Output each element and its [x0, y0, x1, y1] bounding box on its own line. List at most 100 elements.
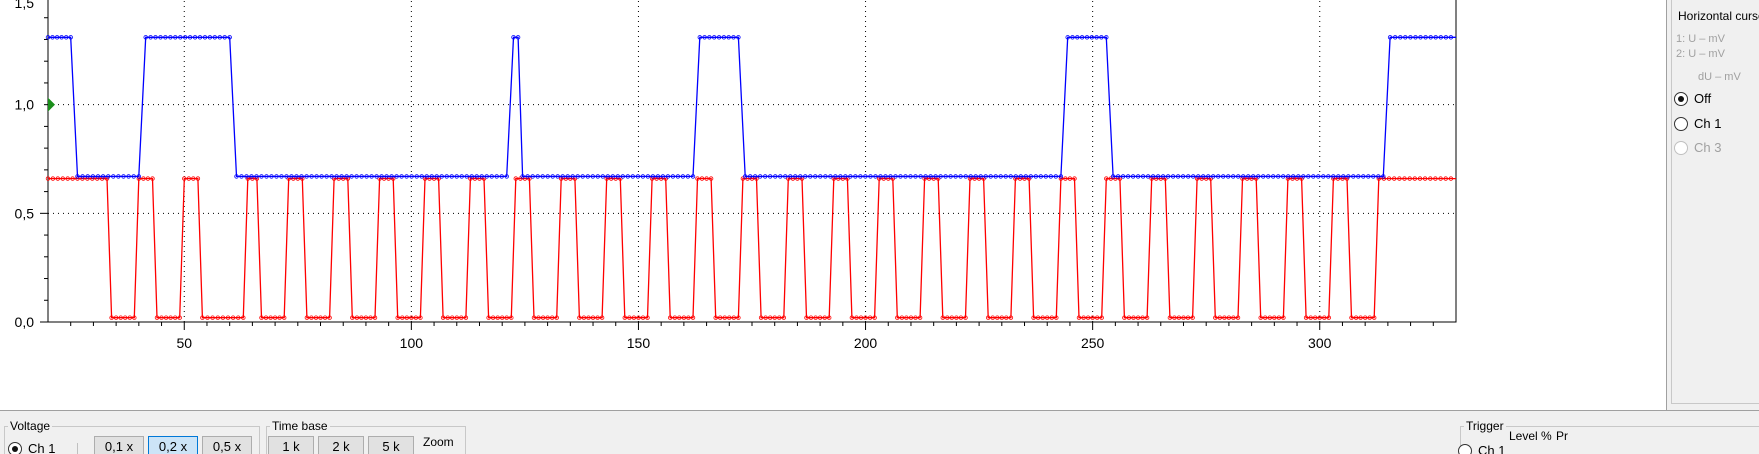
blue-signal-trace-sample-point [1033, 174, 1038, 179]
red-signal-trace-sample-point [1262, 315, 1268, 320]
blue-signal-trace-sample-point [1190, 174, 1196, 179]
plot-frame [47, 0, 1457, 323]
blue-signal-trace-sample-point [938, 174, 943, 179]
red-signal-trace-sample-point [813, 315, 818, 320]
scope-plot-area[interactable]: 50 100 150 200 250 300 0,0 0,5 1,0 1,5 [0, 0, 1666, 410]
red-signal-trace-sample-point [268, 315, 273, 320]
blue-signal-trace-sample-point [163, 35, 168, 40]
timebase-5k-button[interactable]: 5 k [368, 436, 414, 454]
voltage-0-1x-button[interactable]: 0,1 x [94, 436, 144, 454]
red-signal-trace-sample-point [550, 315, 555, 320]
radio-ch1-indicator[interactable] [1674, 116, 1688, 131]
red-signal-trace-sample-point [1181, 315, 1186, 320]
red-signal-trace-sample-point [758, 315, 764, 320]
trigger-level-marker-icon[interactable] [48, 97, 55, 112]
voltage-channel-indicator[interactable] [8, 441, 22, 454]
timebase-1k-button[interactable]: 1 k [268, 436, 314, 454]
blue-signal-trace-sample-point [540, 174, 545, 179]
blue-signal-trace-sample-point [484, 174, 489, 179]
red-signal-trace-sample-point [1213, 315, 1218, 320]
blue-signal-trace-sample-point [369, 174, 374, 179]
blue-signal-trace-sample-point [178, 35, 183, 40]
radio-ch1[interactable]: Ch 1 [1674, 116, 1721, 131]
trigger-channel-indicator[interactable] [1458, 443, 1472, 454]
blue-signal-trace-sample-point [973, 174, 978, 179]
radio-off-indicator[interactable] [1674, 91, 1688, 106]
blue-signal-trace-sample-point [660, 174, 666, 179]
red-signal-trace-sample-point [113, 315, 119, 320]
blue-signal-trace-sample-point [535, 174, 540, 179]
blue-signal-trace-sample-point [349, 174, 354, 179]
blue-signal-trace-sample-point [1326, 174, 1331, 179]
blue-signal-trace-sample-point [187, 35, 193, 40]
red-signal-trace-sample-point [277, 315, 282, 320]
red-signal-trace-sample-point [1231, 315, 1236, 320]
trigger-channel-radio[interactable]: Ch 1 [1458, 443, 1505, 454]
blue-signal-trace-sample-point [595, 174, 600, 179]
voltage-0-5x-button[interactable]: 0,5 x [202, 436, 252, 454]
blue-signal-trace-sample-point [202, 35, 208, 40]
blue-signal-trace-sample-point [1160, 174, 1166, 179]
blue-signal-trace-sample-point [1165, 174, 1171, 179]
level-partial-label: Pr [1556, 429, 1568, 443]
blue-signal-trace-sample-point [75, 174, 80, 179]
blue-signal-trace-sample-point [736, 35, 741, 40]
blue-signal-trace-sample-point [414, 174, 419, 179]
radio-ch3-label: Ch 3 [1694, 140, 1722, 155]
red-signal-trace-sample-point [1122, 315, 1127, 320]
red-signal-trace-sample-point [1433, 176, 1438, 181]
blue-signal-trace-sample-point [763, 174, 768, 179]
blue-signal-trace-sample-point [1070, 35, 1075, 40]
red-signal-trace-sample-point [263, 315, 269, 320]
red-signal-trace-sample-point [672, 315, 677, 320]
scope-graph[interactable]: 50 100 150 200 250 300 0,0 0,5 1,0 1,5 [0, 0, 1666, 410]
blue-signal-trace-sample-point [600, 174, 605, 179]
trigger-group [1460, 426, 1759, 454]
blue-signal-trace-sample-point [958, 174, 963, 179]
red-signal-trace-sample-point [1312, 315, 1318, 320]
timebase-2k-button[interactable]: 2 k [318, 436, 364, 454]
blue-signal-trace-sample-point [530, 174, 535, 179]
red-signal-trace-sample-point [1067, 176, 1073, 181]
red-signal-trace-sample-point [400, 315, 405, 320]
red-signal-trace-sample-point [640, 315, 646, 320]
blue-signal-trace-sample-point [515, 35, 521, 40]
red-signal-trace-sample-point [220, 315, 226, 320]
blue-signal-trace-sample-point [419, 174, 424, 179]
red-signal-trace-sample-point [704, 176, 709, 181]
axis-ticks [40, 17, 1434, 330]
voltage-0-2x-button[interactable]: 0,2 x [148, 436, 198, 454]
red-signal-trace-sample-point [163, 315, 169, 320]
voltage-channel-radio[interactable]: Ch 1 [8, 441, 55, 454]
red-signal-trace-sample-point [1276, 315, 1282, 320]
blue-signal-trace-sample-point [712, 35, 717, 40]
red-signal-trace-sample-point [241, 315, 246, 320]
blue-signal-trace-sample-point [1311, 174, 1316, 179]
blue-signal-trace-sample-point [783, 174, 788, 179]
red-signal-trace-sample-point [627, 315, 632, 320]
red-signal-trace-sample-point [168, 315, 173, 320]
red-signal-trace-sample-point [1412, 176, 1417, 181]
blue-signal-trace-sample-point [259, 174, 264, 179]
red-signal-trace-sample-point [1090, 315, 1095, 320]
x-tick-label: 250 [1081, 335, 1105, 351]
voltage-group [4, 426, 260, 454]
blue-signal-trace-sample-point [244, 174, 249, 179]
y-tick-label: 0,5 [15, 205, 35, 221]
delta-u-readout: dU – mV [1698, 71, 1741, 83]
blue-signal-trace-sample-point [85, 174, 90, 179]
radio-off[interactable]: Off [1674, 91, 1711, 106]
red-signal-trace-sample-point [1099, 315, 1104, 320]
red-signal-trace-sample-point [545, 315, 550, 320]
blue-signal-trace-sample-point [650, 174, 656, 179]
red-signal-trace-sample-point [895, 315, 900, 320]
blue-signal-trace-sample-point [793, 174, 798, 179]
red-signal-trace-sample-point [1272, 315, 1277, 320]
red-signal-trace-sample-point [531, 315, 537, 320]
blue-signal-trace-sample-point [525, 174, 530, 179]
blue-signal-trace-sample-point [143, 35, 148, 40]
blue-signal-trace-sample-point [773, 174, 778, 179]
x-tick-label: 300 [1308, 335, 1332, 351]
red-signal-trace-sample-point [1367, 315, 1372, 320]
red-signal-trace-sample-point [210, 315, 215, 320]
